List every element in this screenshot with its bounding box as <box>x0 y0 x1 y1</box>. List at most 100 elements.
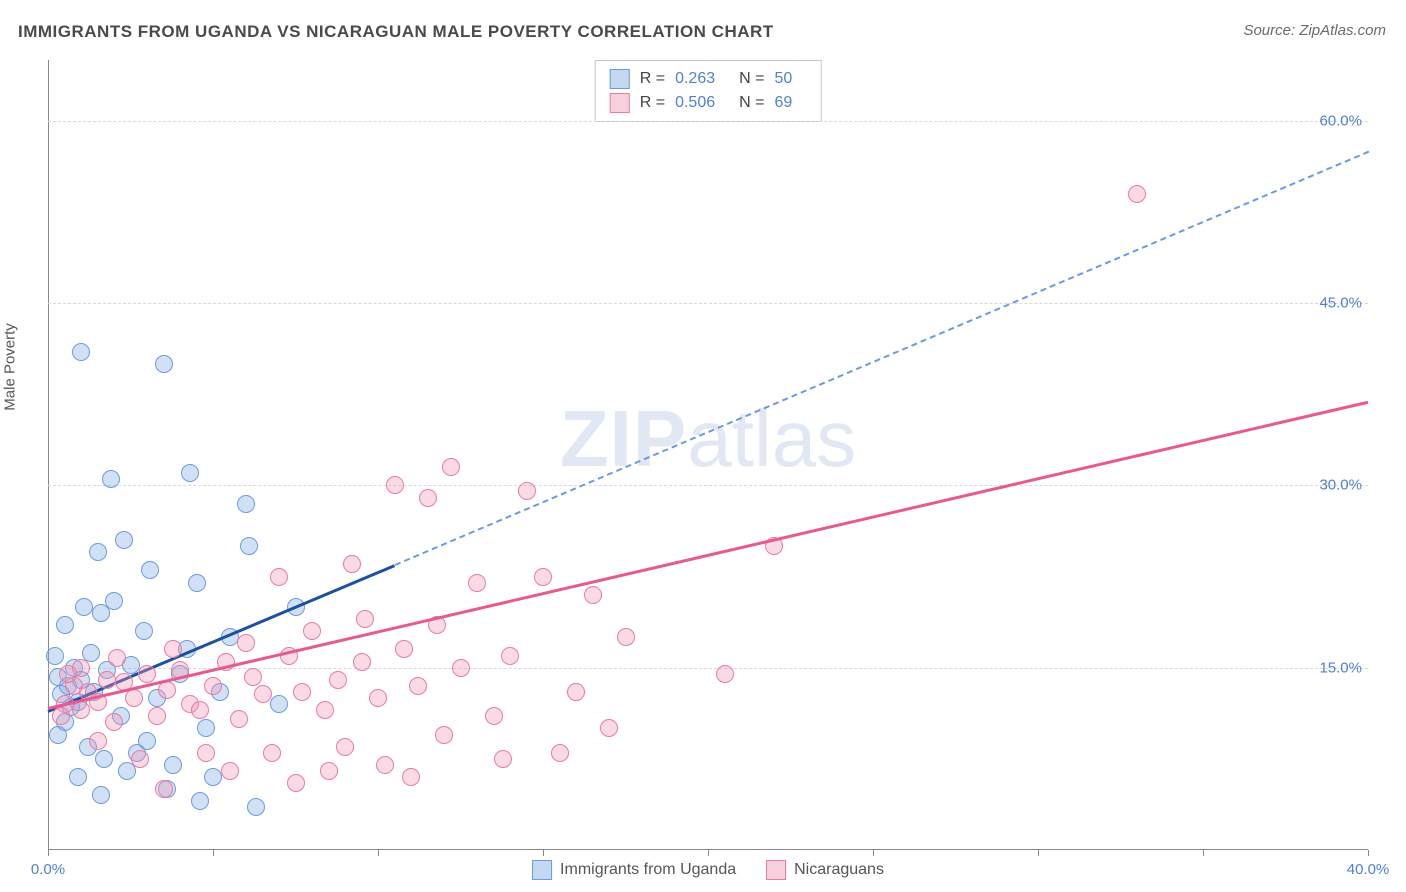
scatter-point <box>59 665 77 683</box>
r-label: R = <box>640 91 665 115</box>
trend-line <box>394 151 1368 566</box>
scatter-point <box>75 598 93 616</box>
scatter-point <box>320 762 338 780</box>
legend-item: Nicaraguans <box>766 860 884 880</box>
scatter-point <box>138 665 156 683</box>
scatter-point <box>584 586 602 604</box>
y-tick-label: 30.0% <box>1319 477 1362 494</box>
scatter-point <box>369 689 387 707</box>
scatter-point <box>237 634 255 652</box>
scatter-point <box>395 640 413 658</box>
gridline-h <box>48 121 1368 122</box>
scatter-point <box>49 726 67 744</box>
legend-item: Immigrants from Uganda <box>532 860 736 880</box>
legend-swatch <box>610 69 630 89</box>
legend-swatch <box>610 93 630 113</box>
scatter-point <box>230 710 248 728</box>
scatter-point <box>270 695 288 713</box>
scatter-point <box>336 738 354 756</box>
scatter-point <box>155 780 173 798</box>
scatter-point <box>92 786 110 804</box>
gridline-h <box>48 303 1368 304</box>
scatter-point <box>356 610 374 628</box>
scatter-point <box>89 732 107 750</box>
scatter-point <box>716 665 734 683</box>
scatter-point <box>188 574 206 592</box>
x-tick <box>708 850 709 856</box>
scatter-point <box>468 574 486 592</box>
scatter-point <box>316 701 334 719</box>
scatter-point <box>155 355 173 373</box>
n-value: 50 <box>774 67 792 91</box>
scatter-point <box>376 756 394 774</box>
scatter-point <box>102 470 120 488</box>
scatter-point <box>52 707 70 725</box>
r-label: R = <box>640 67 665 91</box>
scatter-point <box>105 713 123 731</box>
scatter-point <box>402 768 420 786</box>
scatter-point <box>419 489 437 507</box>
scatter-point <box>56 616 74 634</box>
scatter-point <box>409 677 427 695</box>
y-tick-label: 45.0% <box>1319 295 1362 312</box>
scatter-point <box>115 531 133 549</box>
scatter-point <box>452 659 470 677</box>
watermark: ZIPatlas <box>560 393 856 485</box>
n-label: N = <box>739 67 764 91</box>
legend-row: R =0.263N =50 <box>610 67 807 91</box>
scatter-point <box>221 762 239 780</box>
scatter-point <box>329 671 347 689</box>
scatter-point <box>105 592 123 610</box>
chart-plot-area: ZIPatlas R =0.263N =50R =0.506N =69 Immi… <box>48 60 1368 850</box>
series-legend: Immigrants from Uganda Nicaraguans <box>532 860 884 880</box>
y-tick-label: 15.0% <box>1319 659 1362 676</box>
x-tick-label: 0.0% <box>31 861 65 878</box>
scatter-point <box>244 668 262 686</box>
scatter-point <box>148 707 166 725</box>
legend-label: Nicaraguans <box>794 861 884 879</box>
scatter-point <box>89 543 107 561</box>
legend-label: Immigrants from Uganda <box>560 861 736 879</box>
scatter-point <box>270 568 288 586</box>
scatter-point <box>485 707 503 725</box>
scatter-point <box>303 622 321 640</box>
watermark-zip: ZIP <box>560 394 687 483</box>
scatter-point <box>534 568 552 586</box>
x-tick-label: 40.0% <box>1347 861 1390 878</box>
scatter-point <box>141 561 159 579</box>
scatter-point <box>95 750 113 768</box>
x-tick <box>213 850 214 856</box>
scatter-point <box>164 756 182 774</box>
scatter-point <box>287 774 305 792</box>
scatter-point <box>131 750 149 768</box>
scatter-point <box>435 726 453 744</box>
scatter-point <box>197 719 215 737</box>
scatter-point <box>181 464 199 482</box>
scatter-point <box>353 653 371 671</box>
x-tick <box>1038 850 1039 856</box>
scatter-point <box>197 744 215 762</box>
x-tick <box>543 850 544 856</box>
x-tick <box>1368 850 1369 856</box>
scatter-point <box>240 537 258 555</box>
gridline-h <box>48 485 1368 486</box>
scatter-point <box>98 671 116 689</box>
scatter-point <box>263 744 281 762</box>
scatter-point <box>617 628 635 646</box>
scatter-point <box>125 689 143 707</box>
scatter-point <box>72 343 90 361</box>
scatter-point <box>191 792 209 810</box>
legend-swatch <box>766 860 786 880</box>
scatter-point <box>237 495 255 513</box>
scatter-point <box>343 555 361 573</box>
scatter-point <box>164 640 182 658</box>
scatter-point <box>204 677 222 695</box>
source-attribution: Source: ZipAtlas.com <box>1243 22 1386 39</box>
chart-title: IMMIGRANTS FROM UGANDA VS NICARAGUAN MAL… <box>18 22 774 42</box>
y-tick-label: 60.0% <box>1319 112 1362 129</box>
r-value: 0.506 <box>675 91 715 115</box>
scatter-point <box>191 701 209 719</box>
scatter-point <box>551 744 569 762</box>
watermark-atlas: atlas <box>687 394 856 483</box>
scatter-point <box>204 768 222 786</box>
